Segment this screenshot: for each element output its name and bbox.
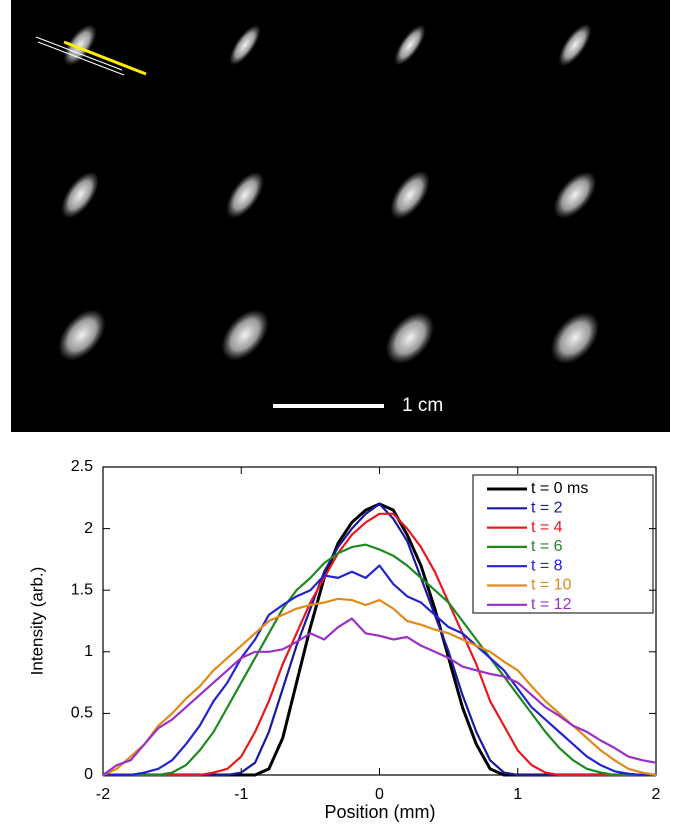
x-tick-label: 1 [513,786,522,803]
profile-line [63,40,147,76]
y-tick-label: 1 [84,643,93,660]
chart: Intensity (arb.) Position (mm) 0 0.5 1 1.5 2… [27,458,660,822]
series-line [103,564,656,777]
legend-box [472,474,654,614]
profile-guide [35,36,123,71]
x-tick-label: -2 [96,786,110,803]
legend-label: t = 8 [531,557,563,574]
profile-guide [37,41,125,76]
series-line [103,512,656,777]
legend-label: t = 0 ms [531,480,588,497]
blobs [58,23,600,365]
y-tick-label: 0 [84,766,93,783]
legend-label: t = 2 [531,500,563,517]
y-tick-label: 0.5 [71,705,93,722]
x-tick-label: -1 [234,786,248,803]
scale-bar-label: 1 cm [402,395,443,416]
x-tick-label: 2 [652,786,661,803]
series-line [102,617,657,776]
legend-label: t = 6 [531,538,563,555]
image-panel: 1 cm [11,0,670,432]
y-tick-label: 2 [84,520,93,537]
series-line [102,597,657,777]
x-axis-label: Position (mm) [324,802,435,822]
y-tick-label: 1.5 [71,581,93,598]
y-tick-label: 2.5 [71,458,93,475]
series-line [103,543,656,777]
legend-label: t = 12 [531,596,572,613]
legend-label: t = 10 [531,577,572,594]
x-tick-label: 0 [375,786,384,803]
legend-label: t = 4 [531,519,563,536]
y-axis-label: Intensity (arb.) [27,567,46,676]
